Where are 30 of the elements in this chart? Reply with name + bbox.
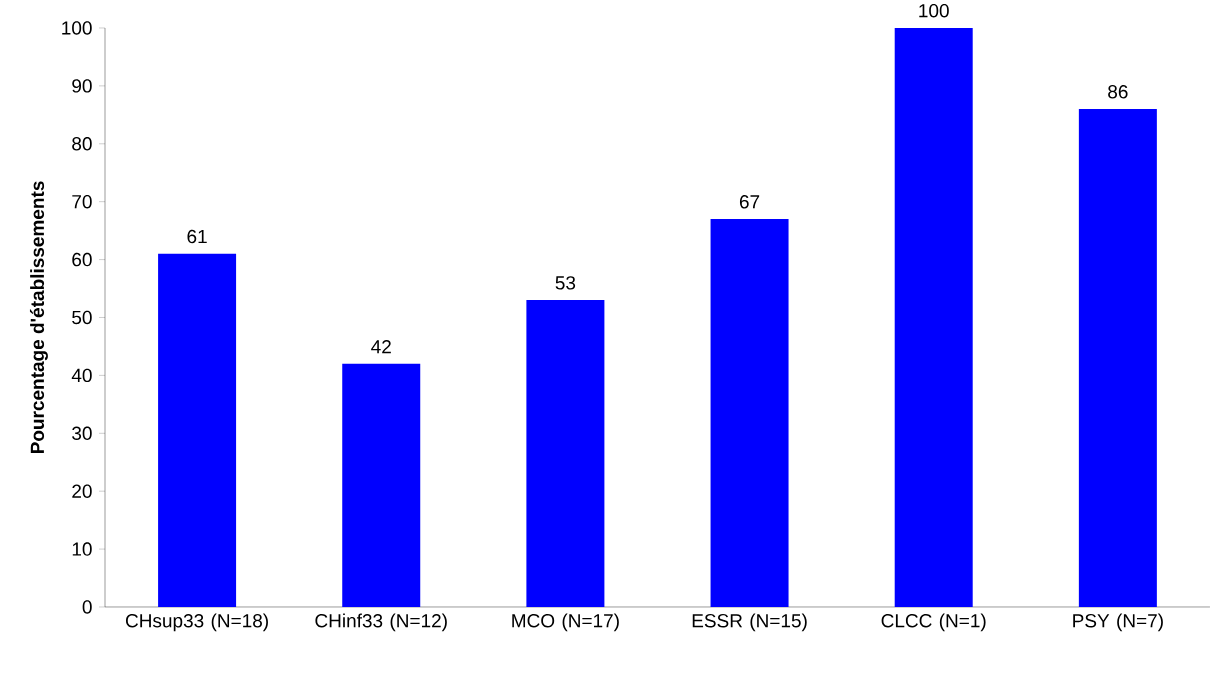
bar bbox=[894, 27, 973, 607]
y-tick-label: 100 bbox=[62, 21, 92, 35]
x-tick-label: CHsup33 (N=18) bbox=[125, 613, 268, 632]
y-tick-label: 90 bbox=[72, 79, 92, 93]
bar bbox=[158, 253, 237, 607]
x-tick-label: ESSR (N=15) bbox=[692, 613, 807, 632]
y-tick-label: 30 bbox=[72, 426, 92, 441]
y-tick-label: 70 bbox=[72, 194, 92, 209]
x-tick-label: CLCC (N=1) bbox=[881, 613, 986, 632]
y-tick-label: 0 bbox=[82, 600, 92, 614]
y-tick-label: 80 bbox=[72, 137, 92, 151]
y-tick-label: 60 bbox=[72, 252, 92, 267]
y-tick-label: 10 bbox=[72, 542, 92, 556]
data-label: 100 bbox=[919, 4, 949, 18]
data-label: 86 bbox=[1108, 85, 1128, 99]
data-label: 42 bbox=[371, 340, 391, 354]
y-tick-label: 20 bbox=[72, 484, 92, 498]
x-tick-label: PSY (N=7) bbox=[1073, 613, 1163, 632]
bar bbox=[710, 219, 789, 607]
data-label: 53 bbox=[555, 276, 576, 290]
y-axis-title: Pourcentage d'établissements bbox=[29, 181, 48, 454]
x-tick-label: MCO (N=17) bbox=[512, 613, 619, 632]
data-label: 61 bbox=[187, 229, 207, 244]
bar bbox=[1078, 109, 1157, 607]
y-tick-label: 40 bbox=[71, 368, 92, 383]
y-tick-label: 50 bbox=[72, 310, 92, 325]
bar bbox=[526, 300, 605, 607]
x-tick-label: CHinf33 (N=12) bbox=[315, 613, 447, 632]
data-label: 67 bbox=[739, 195, 760, 209]
bar bbox=[342, 363, 421, 607]
